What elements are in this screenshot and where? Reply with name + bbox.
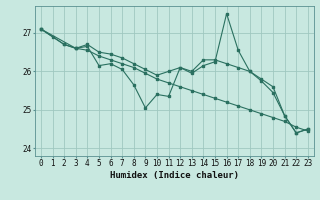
X-axis label: Humidex (Indice chaleur): Humidex (Indice chaleur)	[110, 171, 239, 180]
